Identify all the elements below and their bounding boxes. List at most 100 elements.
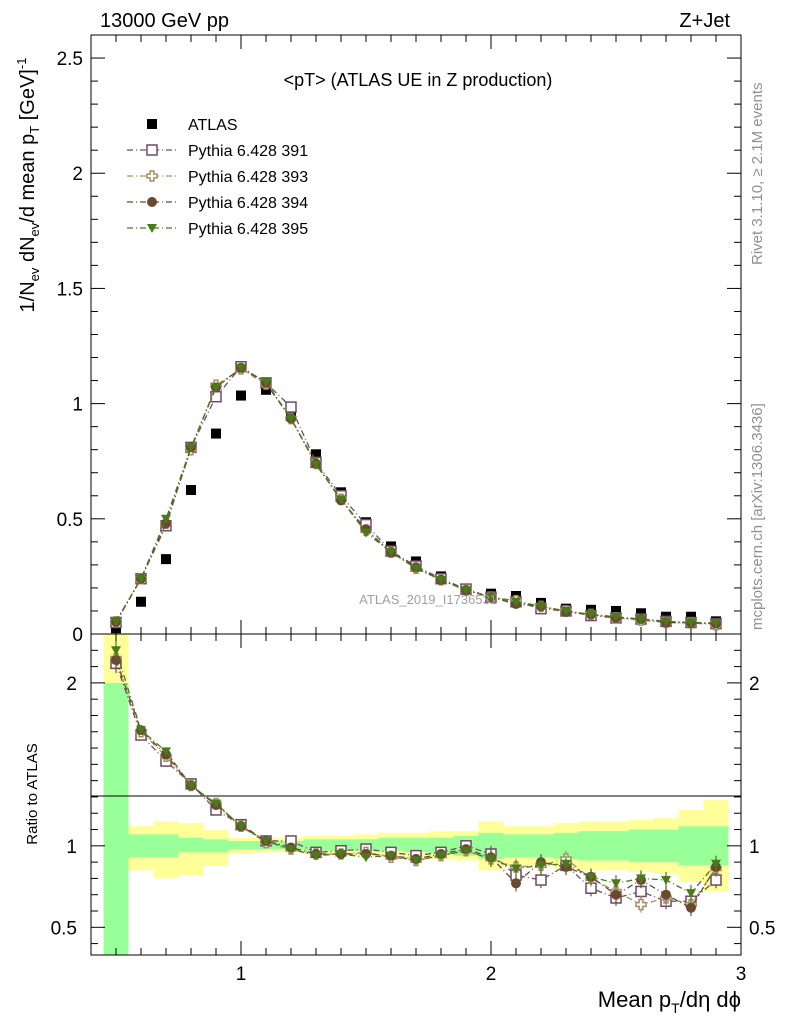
ratio-inner-band bbox=[228, 840, 254, 850]
ratio-data-point bbox=[211, 799, 221, 809]
ratio-data-point bbox=[535, 874, 547, 886]
ratio-data-point bbox=[461, 846, 471, 856]
main-data-point bbox=[661, 617, 671, 627]
ratio-inner-band bbox=[603, 831, 629, 861]
main-data-point bbox=[636, 608, 646, 619]
main-y-tick-label: 1 bbox=[72, 395, 83, 416]
main-data-point bbox=[561, 606, 571, 616]
main-data-point bbox=[486, 593, 496, 603]
main-y-axis-label: 1/Nev dNev/d mean pT [GeV]-1 bbox=[14, 58, 42, 313]
main-data-point bbox=[361, 528, 371, 538]
ratio-y-axis-label: Ratio to ATLAS bbox=[24, 743, 41, 844]
ratio-inner-band bbox=[178, 837, 204, 853]
main-data-point bbox=[311, 449, 321, 460]
ratio-data-point bbox=[511, 864, 521, 874]
main-data-point bbox=[111, 623, 121, 634]
legend-marker bbox=[147, 119, 157, 129]
main-series-line bbox=[115, 367, 717, 624]
ratio-data-point bbox=[386, 851, 396, 861]
legend-label: Pythia 6.428 395 bbox=[188, 221, 308, 238]
main-data-point bbox=[236, 363, 246, 373]
watermark-label: ATLAS_2019_I1736531 bbox=[359, 592, 497, 607]
main-data-point bbox=[211, 428, 221, 439]
side-label-bottom: mcplots.cern.ch [arXiv:1306.3436] bbox=[749, 403, 766, 630]
main-data-point bbox=[286, 407, 296, 418]
ratio-inner-band bbox=[403, 837, 429, 853]
ratio-data-point bbox=[561, 859, 571, 869]
legend-label: ATLAS bbox=[188, 117, 238, 134]
legend-label: Pythia 6.428 393 bbox=[188, 169, 308, 186]
header-right-label: Z+Jet bbox=[679, 10, 730, 32]
ratio-data-point bbox=[361, 853, 371, 863]
ratio-inner-band bbox=[203, 839, 229, 853]
main-y-tick-label: 2 bbox=[72, 164, 83, 185]
main-data-point bbox=[636, 615, 646, 625]
legend-label: Pythia 6.428 391 bbox=[188, 143, 308, 160]
legend-entry: ATLAS bbox=[147, 117, 238, 134]
ratio-data-point bbox=[436, 851, 446, 861]
main-data-point bbox=[311, 460, 321, 470]
ratio-inner-band bbox=[128, 834, 154, 858]
ratio-data-point bbox=[236, 822, 246, 832]
ratio-y-tick-label-left: 1 bbox=[66, 837, 77, 858]
main-data-point bbox=[536, 602, 546, 612]
main-data-point bbox=[511, 597, 521, 607]
ratio-inner-band bbox=[103, 682, 129, 955]
main-series-pythia-6-428-391 bbox=[110, 361, 722, 630]
main-y-tick-label: 2.5 bbox=[57, 49, 83, 70]
main-data-point bbox=[611, 612, 621, 622]
ratio-panel: 0.5 0.5 1 1 2 2 1 2 3 bbox=[51, 633, 775, 985]
main-data-point bbox=[586, 610, 596, 620]
ratio-inner-band bbox=[153, 834, 179, 858]
ratio-inner-band bbox=[303, 839, 329, 851]
x-tick-label: 1 bbox=[236, 964, 247, 985]
ratio-data-point bbox=[686, 889, 696, 899]
main-axis-ticks: 0 0.5 1 1.5 2 2.5 bbox=[57, 35, 742, 646]
ratio-inner-band bbox=[578, 831, 604, 861]
ratio-data-point bbox=[586, 872, 596, 882]
ratio-inner-band bbox=[428, 837, 454, 854]
ratio-series-pythia-6-428-395 bbox=[111, 640, 721, 902]
main-data-point bbox=[436, 575, 446, 585]
legend-entry: Pythia 6.428 395 bbox=[127, 221, 308, 238]
ratio-inner-band bbox=[378, 837, 404, 851]
header-left-label: 13000 GeV pp bbox=[100, 10, 229, 32]
legend-marker bbox=[147, 224, 157, 233]
side-label-top: Rivet 3.1.10, ≥ 2.1M events bbox=[749, 83, 766, 266]
main-y-tick-label: 0.5 bbox=[57, 510, 83, 531]
ratio-data-point bbox=[511, 878, 521, 889]
main-data-point bbox=[386, 548, 396, 558]
main-panel: 0 0.5 1 1.5 2 2.5 <pT> (ATLAS UE in Z product… bbox=[57, 34, 742, 646]
main-data-point bbox=[686, 611, 696, 622]
x-tick-label: 2 bbox=[486, 964, 497, 985]
ratio-data-point bbox=[161, 747, 171, 757]
ratio-series bbox=[110, 640, 722, 916]
ratio-y-tick-label-left: 0.5 bbox=[51, 918, 77, 939]
main-data-point bbox=[261, 384, 271, 395]
main-data-point bbox=[186, 485, 196, 496]
legend-marker bbox=[147, 197, 157, 207]
main-data-point bbox=[161, 514, 171, 524]
main-title: <pT> (ATLAS UE in Z production) bbox=[284, 70, 553, 90]
main-data-point bbox=[336, 495, 346, 505]
ratio-data-point bbox=[336, 849, 346, 859]
ratio-data-point bbox=[286, 845, 296, 855]
main-data-point bbox=[285, 401, 297, 413]
ratio-data-point bbox=[635, 898, 647, 911]
ratio-y-tick-label-right: 2 bbox=[749, 674, 760, 695]
ratio-data-point bbox=[636, 874, 646, 884]
main-data-point bbox=[461, 586, 471, 596]
main-data-point bbox=[136, 574, 146, 584]
main-data-point bbox=[161, 554, 171, 565]
ratio-series-pythia-6-428-394 bbox=[111, 650, 721, 916]
ratio-data-point bbox=[261, 836, 271, 846]
ratio-y-tick-label-left: 2 bbox=[66, 674, 77, 695]
main-data-point bbox=[686, 618, 696, 628]
ratio-data-point bbox=[536, 861, 546, 871]
legend: ATLAS Pythia 6.428 391 Pythia 6.428 393 Pyt… bbox=[127, 117, 308, 238]
ratio-data-point bbox=[411, 856, 421, 866]
ratio-series-line bbox=[115, 659, 717, 909]
ratio-y-tick-label-right: 0.5 bbox=[749, 918, 775, 939]
ratio-data-point bbox=[311, 851, 321, 861]
